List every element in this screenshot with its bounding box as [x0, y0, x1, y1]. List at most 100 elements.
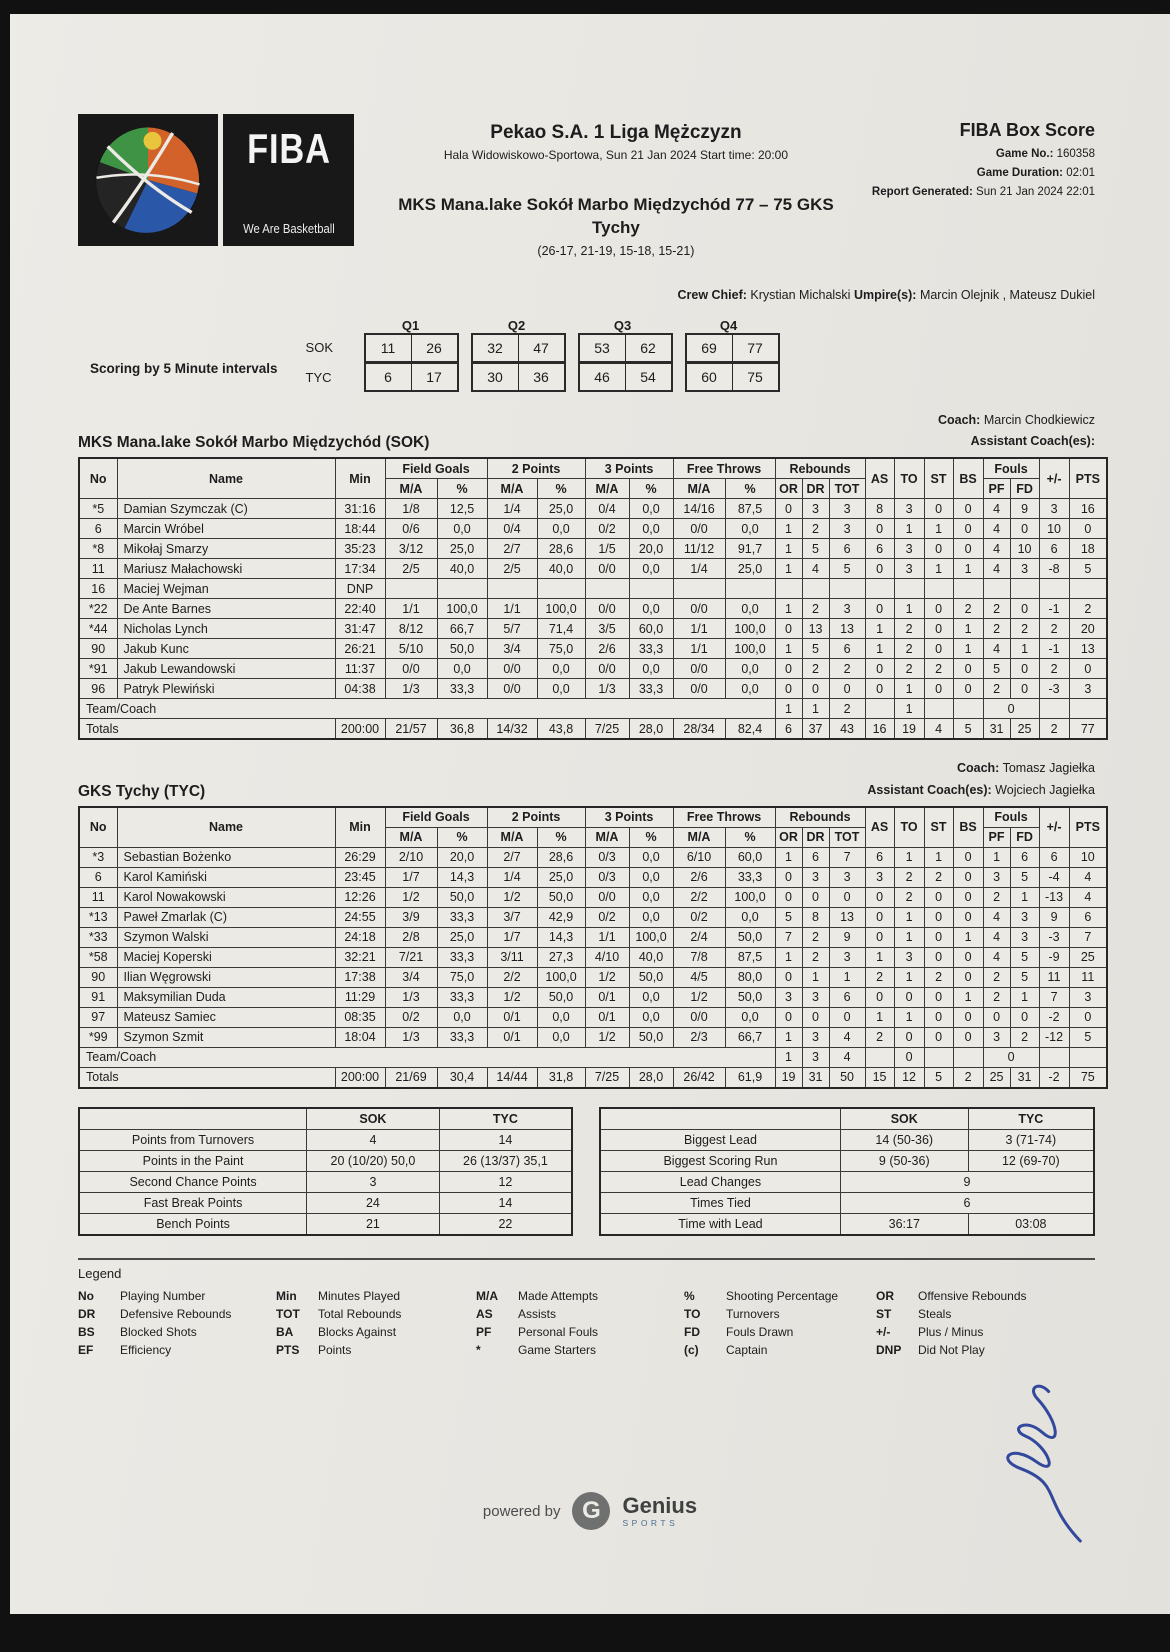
interval-score-cell: 36: [517, 363, 564, 390]
player-name: Marcin Wróbel: [116, 518, 336, 540]
interval-score-cell: 47: [517, 334, 564, 361]
legend-abbr: BA: [276, 1324, 294, 1339]
stat-cell: [1009, 578, 1040, 600]
stat-cell: 0,0: [724, 1006, 776, 1028]
stat-cell: [384, 578, 438, 600]
stat-cell: 1: [864, 1006, 895, 1028]
player-row: 90 Ilian Węgrowski 17:38 3/4 75,0 2/2 100,0 1/2…: [78, 966, 1108, 988]
stat-cell: 4: [1068, 866, 1108, 888]
stat-cell: 40,0: [536, 558, 586, 580]
col-header: TO: [893, 806, 925, 848]
stat-cell: 1: [982, 846, 1011, 868]
stat-cell: 2: [864, 1026, 895, 1048]
stat-cell: 0,0: [628, 598, 674, 620]
col-header: No: [78, 806, 118, 848]
stat-cell: 0: [864, 906, 895, 928]
stat-cell: 3: [893, 558, 925, 580]
stat-cell: 0: [1068, 1006, 1108, 1028]
legend-entry: ST Steals: [876, 1307, 1095, 1321]
col-header: M/A: [384, 478, 438, 500]
player-number: 11: [78, 886, 118, 908]
col-header: M/A: [584, 826, 630, 848]
stat-cell: 0,0: [628, 658, 674, 680]
stat-cell: 35:23: [334, 538, 386, 560]
stat-cell: 0,0: [436, 518, 488, 540]
stat-cell: 0: [952, 906, 984, 928]
stat-cell: 7/8: [672, 946, 726, 968]
stat-cell: 1/1: [672, 618, 726, 640]
stat-cell: 2/5: [384, 558, 438, 580]
stat-cell: 60,0: [628, 618, 674, 640]
stat-cell: 2: [893, 886, 925, 908]
stat-cell: 50,0: [436, 886, 488, 908]
stat-cell: 11: [1038, 966, 1070, 988]
player-row: *99 Szymon Szmit 18:04 1/3 33,3 0/1 0,0 1/2 50,0…: [78, 1026, 1108, 1048]
stat-cell: 2: [893, 618, 925, 640]
stat-cell: 5: [828, 558, 866, 580]
signature-ink: [1006, 1384, 1082, 1543]
stat-cell: 2: [952, 1066, 984, 1089]
stat-cell: 40,0: [628, 946, 674, 968]
stat-cell: 2: [828, 658, 866, 680]
stat-cell: 1/3: [584, 678, 630, 700]
legend-abbr: *: [476, 1342, 481, 1357]
legend-entry: No Playing Number: [78, 1289, 276, 1303]
legend-entry: DR Defensive Rebounds: [78, 1307, 276, 1321]
box-score-title: FIBA Box Score: [959, 120, 1095, 140]
totals-row: Totals 200:00 21/57 36,8 14/32 43,8 7/25 28,0 28…: [78, 718, 1108, 740]
legend-desc: Blocked Shots: [120, 1324, 197, 1339]
stat-cell: -2: [1038, 1066, 1070, 1089]
stat-cell: 0: [828, 678, 866, 700]
stat-cell: 66,7: [436, 618, 488, 640]
interval-quarter-box: 46 54: [577, 362, 673, 392]
stat-cell: 0,0: [724, 906, 776, 928]
stat-cell: 25,0: [436, 538, 488, 560]
summary-header-row: SOK TYC: [599, 1107, 1095, 1130]
player-name: Maciej Koperski: [116, 946, 336, 968]
stat-cell: 1: [774, 598, 803, 620]
stat-cell: 0: [801, 678, 830, 700]
legend-desc: Made Attempts: [518, 1288, 599, 1303]
stat-cell: 13: [801, 618, 830, 640]
stat-cell: 75,0: [436, 966, 488, 988]
summary-value: 3 (71-74): [967, 1128, 1095, 1151]
umpires-names: Marcin Olejnik , Mateusz Dukiel: [919, 287, 1095, 302]
player-name: Mikołaj Smarzy: [116, 538, 336, 560]
stat-cell: 28,0: [628, 1066, 674, 1089]
stat-cell: 0: [774, 966, 803, 988]
stat-cell: 2: [864, 966, 895, 988]
stat-cell: 3: [801, 986, 830, 1008]
stat-cell: 0,0: [724, 598, 776, 620]
stat-cell: 100,0: [724, 886, 776, 908]
summary-value: 9: [839, 1170, 1095, 1193]
stat-cell: 0,0: [536, 1006, 586, 1028]
stat-cell: 0: [982, 1046, 1040, 1068]
stat-cell: 1/4: [486, 498, 538, 520]
legend-entry: OR Offensive Rebounds: [876, 1289, 1095, 1303]
interval-score-cell: 53: [594, 339, 610, 356]
legend-grid: No Playing Number Min Minutes Played M/A Made…: [78, 1289, 1095, 1357]
legend-entry: BA Blocks Against: [276, 1325, 476, 1339]
legend-entry: TOT Total Rebounds: [276, 1307, 476, 1321]
summary-value: 14: [438, 1191, 573, 1214]
summary-zone: SOK TYC Points from Turnovers 4 14 Points in …: [78, 1106, 1095, 1236]
legend-entry: PF Personal Fouls: [476, 1325, 684, 1339]
stat-cell: 1: [864, 946, 895, 968]
stat-cell: 0: [923, 598, 954, 620]
col-header: PTS: [1068, 806, 1108, 848]
totals-row: Totals 200:00 21/69 30,4 14/44 31,8 7/25 28,0 26…: [78, 1066, 1108, 1089]
stat-cell: 3: [828, 866, 866, 888]
player-row: 6 Marcin Wróbel 18:44 0/6 0,0 0/4 0,0 0/2 0,0 0/0…: [78, 518, 1108, 540]
stat-cell: 11/12: [672, 538, 726, 560]
stat-cell: 1: [952, 986, 984, 1008]
stat-cell: 0: [774, 498, 803, 520]
stat-cell: 0: [774, 866, 803, 888]
stat-cell: 0: [893, 986, 925, 1008]
stat-cell: 0/0: [486, 658, 538, 680]
interval-quarter-box: 6 17: [363, 362, 459, 392]
stat-cell: -1: [1038, 598, 1070, 620]
stat-cell: 2: [828, 698, 866, 720]
col-header: M/A: [672, 826, 726, 848]
legend-abbr: PF: [476, 1324, 492, 1339]
stat-cell: 26:21: [334, 638, 386, 660]
